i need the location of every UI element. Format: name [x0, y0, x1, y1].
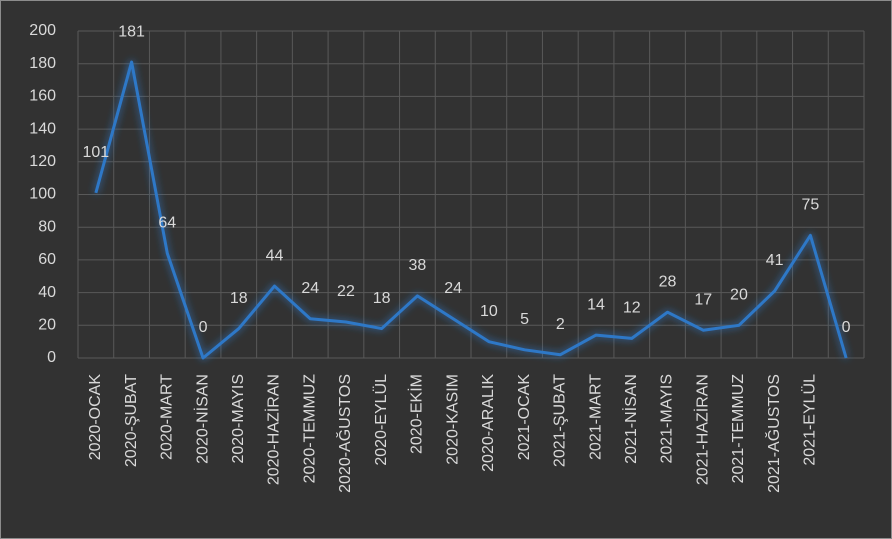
- data-label: 0: [199, 319, 208, 336]
- x-tick-label: 2020-NİSAN: [192, 374, 211, 464]
- data-label: 44: [266, 247, 284, 264]
- data-label: 181: [118, 23, 145, 40]
- y-tick-label: 140: [29, 120, 56, 137]
- y-tick-label: 160: [29, 88, 56, 105]
- y-tick-label: 80: [38, 218, 56, 235]
- data-label: 75: [802, 197, 820, 214]
- x-tick-label: 2020-ŞUBAT: [123, 374, 140, 467]
- data-label: 18: [373, 290, 391, 307]
- data-label: 0: [842, 319, 851, 336]
- y-tick-label: 180: [29, 55, 56, 72]
- data-label: 24: [301, 280, 319, 297]
- data-label: 101: [83, 144, 110, 161]
- y-tick-label: 60: [38, 251, 56, 268]
- data-label: 20: [730, 287, 748, 304]
- y-tick-label: 0: [47, 349, 56, 366]
- y-tick-label: 200: [29, 22, 56, 39]
- x-tick-label: 2020-EYLÜL: [372, 374, 390, 466]
- data-label: 5: [520, 311, 529, 328]
- y-tick-label: 20: [38, 317, 56, 334]
- x-tick-label: 2020-OCAK: [87, 374, 104, 461]
- data-label: 28: [659, 273, 677, 290]
- data-label: 14: [587, 296, 605, 313]
- data-label: 10: [480, 303, 498, 320]
- x-tick-label: 2021-MAYIS: [659, 374, 676, 464]
- data-label: 22: [337, 283, 355, 300]
- data-label: 12: [623, 300, 641, 317]
- x-tick-label: 2020-EKİM: [407, 374, 426, 454]
- x-tick-label: 2020-MAYIS: [230, 374, 247, 464]
- x-tick-label: 2021-OCAK: [516, 374, 533, 461]
- x-tick-label: 2021-HAZİRAN: [692, 374, 711, 485]
- x-tick-label: 2021-AĞUSTOS: [764, 374, 783, 493]
- data-label: 18: [230, 290, 248, 307]
- x-tick-label: 2021-NİSAN: [621, 374, 640, 464]
- x-tick-label: 2021-TEMMUZ: [730, 374, 747, 484]
- data-label: 41: [766, 252, 784, 269]
- data-label: 38: [409, 257, 427, 274]
- x-tick-label: 2021-ŞUBAT: [552, 374, 569, 467]
- x-tick-label: 2020-MART: [159, 374, 176, 460]
- data-label: 64: [158, 215, 176, 232]
- x-tick-label: 2020-HAZİRAN: [264, 374, 283, 485]
- y-tick-label: 100: [29, 186, 56, 203]
- x-tick-label: 2020-KASIM: [444, 374, 461, 465]
- x-tick-label: 2020-ARALIK: [480, 374, 497, 472]
- x-tick-label: 2021-MART: [587, 374, 604, 460]
- data-label: 2: [556, 316, 565, 333]
- y-tick-label: 40: [38, 284, 56, 301]
- x-tick-label: 2020-AĞUSTOS: [335, 374, 354, 493]
- line-series: [94, 60, 848, 360]
- x-tick-label: 2020-TEMMUZ: [301, 374, 318, 484]
- data-label: 24: [444, 280, 462, 297]
- y-tick-label: 120: [29, 153, 56, 170]
- x-tick-label: 2021-EYLÜL: [801, 374, 819, 466]
- data-label: 17: [694, 291, 712, 308]
